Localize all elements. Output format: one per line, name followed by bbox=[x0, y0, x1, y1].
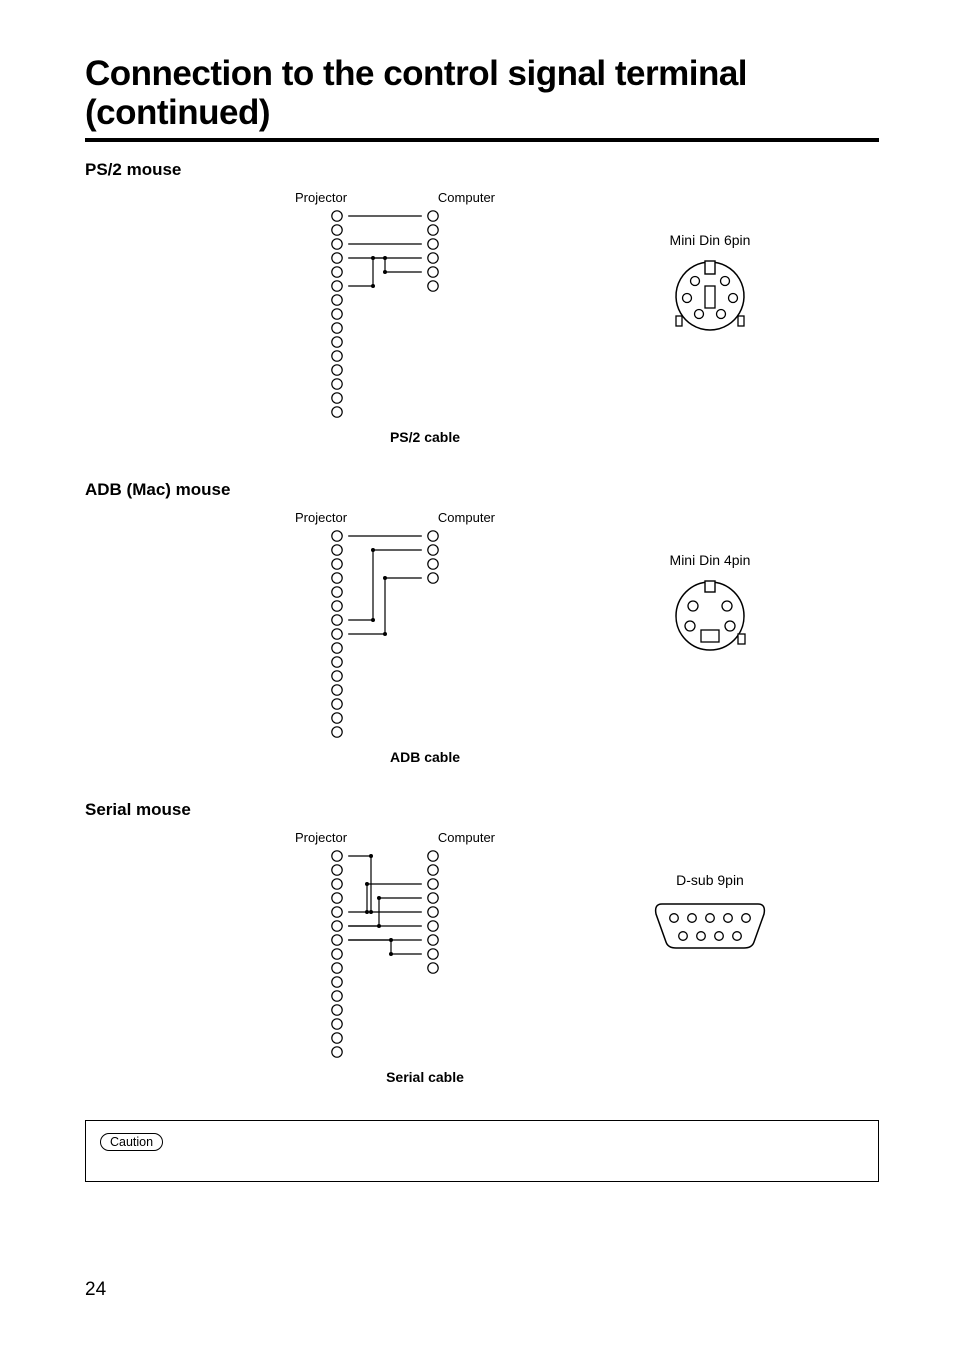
column-labels: Projector Computer bbox=[295, 830, 495, 845]
section-heading: Serial mouse bbox=[85, 800, 879, 820]
connector-label: Mini Din 6pin bbox=[645, 232, 775, 248]
computer-label: Computer bbox=[438, 190, 495, 205]
section-heading: ADB (Mac) mouse bbox=[85, 480, 879, 500]
section-heading: PS/2 mouse bbox=[85, 160, 879, 180]
connector-label: D-sub 9pin bbox=[645, 872, 775, 888]
connector-icon bbox=[650, 896, 770, 956]
connector-diagram: Mini Din 4pin bbox=[645, 552, 775, 661]
wiring-svg bbox=[295, 848, 475, 1060]
wiring-svg bbox=[295, 208, 475, 420]
caution-label: Caution bbox=[100, 1133, 163, 1151]
connector-label: Mini Din 4pin bbox=[645, 552, 775, 568]
wiring-section: ADB (Mac) mouse Projector Computer ADB cabl… bbox=[85, 480, 879, 765]
diagram-row: Projector Computer ADB cable Mini Din 4pin bbox=[85, 510, 879, 765]
wiring-diagram: Projector Computer Serial cable bbox=[295, 830, 555, 1085]
page-title: Connection to the control signal termina… bbox=[85, 55, 879, 132]
wiring-section: PS/2 mouse Projector Computer PS/2 cable Min… bbox=[85, 160, 879, 445]
diagram-row: Projector Computer PS/2 cable Mini Din 6pin bbox=[85, 190, 879, 445]
wiring-svg bbox=[295, 528, 475, 740]
wiring-section: Serial mouse Projector Computer Serial cabl… bbox=[85, 800, 879, 1085]
connector-diagram: Mini Din 6pin bbox=[645, 232, 775, 341]
cable-label: PS/2 cable bbox=[325, 429, 525, 445]
wiring-diagram: Projector Computer PS/2 cable bbox=[295, 190, 555, 445]
column-labels: Projector Computer bbox=[295, 190, 495, 205]
computer-label: Computer bbox=[438, 830, 495, 845]
diagram-row: Projector Computer Serial cable D-sub 9pin bbox=[85, 830, 879, 1085]
caution-box: Caution bbox=[85, 1120, 879, 1182]
title-underline bbox=[85, 138, 879, 142]
projector-label: Projector bbox=[295, 190, 347, 205]
computer-label: Computer bbox=[438, 510, 495, 525]
wiring-diagram: Projector Computer ADB cable bbox=[295, 510, 555, 765]
connector-diagram: D-sub 9pin bbox=[645, 872, 775, 961]
connector-icon bbox=[665, 576, 755, 656]
page-number: 24 bbox=[85, 1279, 106, 1301]
projector-label: Projector bbox=[295, 830, 347, 845]
cable-label: ADB cable bbox=[325, 749, 525, 765]
sections-container: PS/2 mouse Projector Computer PS/2 cable Min… bbox=[85, 160, 879, 1085]
cable-label: Serial cable bbox=[325, 1069, 525, 1085]
column-labels: Projector Computer bbox=[295, 510, 495, 525]
connector-icon bbox=[665, 256, 755, 336]
projector-label: Projector bbox=[295, 510, 347, 525]
